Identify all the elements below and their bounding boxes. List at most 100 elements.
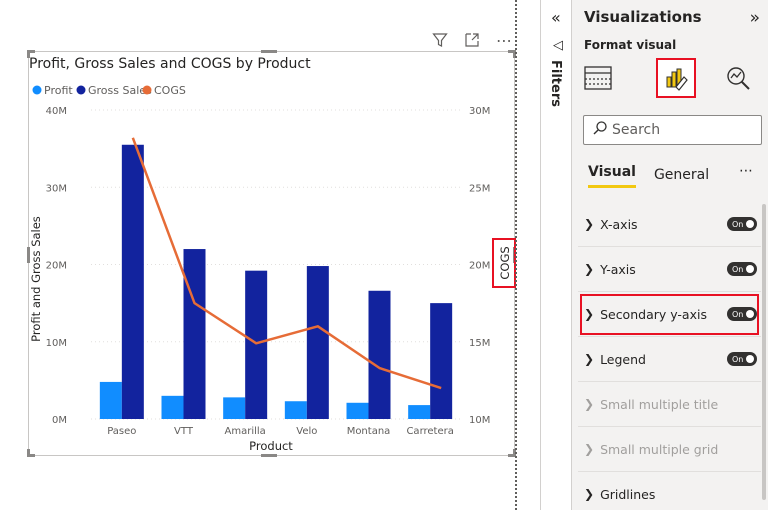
secondary-y-axis-ticks: 10M 15M 20M 25M 30M [469, 106, 490, 426]
tab-general[interactable]: General [653, 167, 710, 183]
section-label: Legend [600, 351, 646, 367]
x-axis-title: Product [249, 439, 293, 453]
build-visual-icon[interactable] [578, 58, 618, 98]
toggle-state-text: On [732, 354, 744, 364]
resize-corner-bottom-left[interactable] [27, 449, 35, 457]
filter-icon[interactable] [430, 30, 450, 50]
toggle-state-text: On [732, 309, 744, 319]
bar-gross-sales-paseo [121, 144, 144, 419]
resize-corner-top-right[interactable] [508, 50, 516, 58]
y-axis-title: Profit and Gross Sales [29, 216, 43, 342]
bar-profit-amarilla [223, 397, 246, 419]
legend-toggle[interactable]: On [727, 352, 757, 366]
format-visual-label: Format visual [584, 38, 677, 52]
collapse-panes-button[interactable]: « [551, 8, 561, 27]
y2-tick-label: 20M [469, 261, 490, 272]
section-secondary-y-axis[interactable]: ❯ Secondary y-axis On [578, 292, 761, 337]
collapse-visualizations-button[interactable]: » [749, 8, 760, 28]
resize-handle-left[interactable] [27, 247, 30, 263]
x-tick-label-velo: Velo [296, 426, 317, 437]
section-label: Y-axis [600, 261, 636, 277]
legend-label-profit: Profit [44, 84, 73, 97]
chevron-right-icon: ❯ [584, 307, 595, 321]
bar-profit-velo [284, 401, 307, 419]
section-x-axis[interactable]: ❯ X-axis On [578, 202, 761, 247]
x-tick-label-vtt: VTT [174, 426, 194, 437]
legend-marker-profit [32, 85, 42, 95]
x-tick-label-carretera: Carretera [406, 426, 453, 437]
x-tick-label-paseo: Paseo [107, 426, 136, 437]
search-input[interactable] [612, 122, 752, 138]
filters-pane-label[interactable]: Filters [548, 60, 563, 107]
format-tabs: Visual General [588, 164, 709, 188]
section-y-axis[interactable]: ❯ Y-axis On [578, 247, 761, 292]
resize-corner-top-left[interactable] [27, 50, 35, 58]
chart-visual[interactable]: Profit, Gross Sales and COGS by Product … [27, 50, 516, 457]
y-tick-label: 10M [46, 338, 67, 349]
toggle-knob [746, 220, 755, 228]
chevron-right-icon: ❯ [584, 442, 595, 456]
y-tick-label: 20M [46, 261, 67, 272]
chevron-right-icon: ❯ [584, 487, 595, 501]
bar-profit-montana [346, 402, 369, 419]
section-gridlines[interactable]: ❯ Gridlines [578, 472, 761, 510]
cogs-line [131, 137, 442, 390]
toggle-knob [746, 355, 755, 363]
x-tick-label-montana: Montana [347, 426, 391, 437]
search-box[interactable] [583, 115, 762, 145]
resize-handle-bottom[interactable] [261, 454, 277, 457]
visual-header-toolbar: ⋯ [430, 30, 514, 50]
bar-profit-carretera [408, 405, 431, 419]
y-axis-toggle[interactable]: On [727, 262, 757, 276]
chevron-right-icon: ❯ [584, 262, 595, 276]
section-label: Gridlines [600, 486, 656, 502]
section-small-multiple-title: ❯ Small multiple title [578, 382, 761, 427]
x-axis-toggle[interactable]: On [727, 217, 757, 231]
analytics-icon[interactable] [718, 58, 758, 98]
filters-pane[interactable]: « ◁ Filters [540, 0, 572, 510]
format-more-options-button[interactable]: ⋯ [739, 163, 754, 179]
legend-marker-cogs [142, 85, 152, 95]
format-section-list: ❯ X-axis On ❯ Y-axis On ❯ Secondary y-ax… [578, 202, 761, 510]
x-tick-label-amarilla: Amarilla [225, 426, 266, 437]
cogs-axis-highlight [492, 238, 516, 288]
resize-corner-bottom-right[interactable] [508, 449, 516, 457]
bar-gross-sales-vtt [183, 249, 206, 419]
y-axis-ticks: 0M 10M 20M 30M 40M [46, 106, 67, 426]
chart-svg: Profit, Gross Sales and COGS by Product … [29, 56, 512, 453]
bar-gross-sales-amarilla [245, 270, 268, 419]
bar-profit-paseo [99, 381, 122, 419]
focus-mode-icon[interactable] [462, 30, 482, 50]
section-label: Small multiple title [600, 396, 719, 412]
tab-visual[interactable]: Visual [588, 164, 636, 188]
cogs-line-series [131, 137, 442, 390]
toggle-knob [746, 310, 755, 318]
format-visual-icon[interactable] [656, 58, 696, 98]
legend-label-cogs: COGS [154, 84, 186, 97]
more-options-button[interactable]: ⋯ [496, 30, 512, 50]
section-legend[interactable]: ❯ Legend On [578, 337, 761, 382]
secondary-y-axis-title: COGS [498, 246, 512, 279]
section-label: Small multiple grid [600, 441, 719, 457]
format-pane-scrollbar[interactable] [762, 204, 766, 500]
report-canvas: ⋯ Profit, Gross Sales and COGS by Produc… [27, 30, 516, 457]
y2-tick-label: 10M [469, 415, 490, 426]
section-label: Secondary y-axis [600, 306, 707, 322]
resize-handle-top[interactable] [261, 50, 277, 53]
chart-legend: Profit Gross Sales COGS [32, 84, 186, 97]
search-icon [592, 120, 608, 140]
expand-filters-icon[interactable]: ◁ [553, 38, 563, 53]
legend-marker-gross-sales [76, 85, 86, 95]
secondary-y-axis-toggle[interactable]: On [727, 307, 757, 321]
chart-title: Profit, Gross Sales and COGS by Product [29, 56, 311, 72]
visualizations-title: Visualizations [584, 8, 702, 26]
chart-bars [99, 144, 453, 419]
toggle-state-text: On [732, 219, 744, 229]
chevron-right-icon: ❯ [584, 217, 595, 231]
y2-tick-label: 25M [469, 183, 490, 194]
x-axis-ticks: Paseo VTT Amarilla Velo Montana Carretera [107, 426, 454, 437]
chart-gridlines [91, 109, 461, 420]
y-tick-label: 0M [52, 415, 67, 426]
bar-gross-sales-montana [368, 290, 391, 419]
